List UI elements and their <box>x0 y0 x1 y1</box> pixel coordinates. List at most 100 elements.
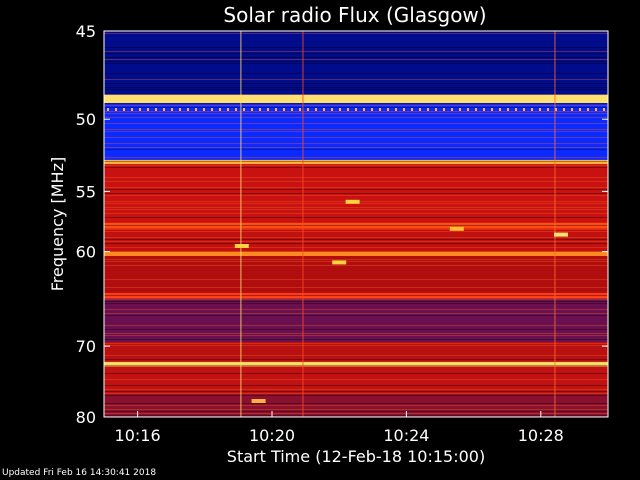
x-axis: 10:16 10:20 10:24 10:28 <box>115 411 564 445</box>
texture-line <box>104 209 608 210</box>
marker-dot <box>395 108 397 111</box>
band-2 <box>104 103 608 160</box>
texture-line <box>104 365 608 366</box>
texture-line <box>104 79 608 80</box>
texture-line <box>104 345 608 346</box>
texture-line <box>104 241 608 242</box>
marker-dot <box>371 108 373 111</box>
texture-line <box>104 295 608 296</box>
texture-line <box>104 149 608 150</box>
burst-5 <box>234 244 249 248</box>
marker-dot <box>507 108 509 111</box>
marker-dot <box>459 108 461 111</box>
band-5 <box>104 222 608 229</box>
texture-line <box>104 51 608 52</box>
texture-line <box>104 373 608 374</box>
x-tick-label: 10:16 <box>115 426 161 445</box>
marker-dot <box>435 108 437 111</box>
texture-line <box>104 73 608 74</box>
marker-dots <box>107 108 605 111</box>
interference-line <box>302 31 304 417</box>
burst-2 <box>449 226 464 231</box>
texture-line <box>104 63 608 64</box>
texture-line <box>104 247 608 248</box>
marker-dot <box>427 108 429 111</box>
marker-dot <box>475 108 477 111</box>
marker-dot <box>323 108 325 111</box>
marker-dot <box>539 108 541 111</box>
texture-line <box>104 325 608 326</box>
band-9 <box>104 292 608 299</box>
marker-dot <box>283 108 285 111</box>
marker-dot <box>315 108 317 111</box>
chart-title: Solar radio Flux (Glasgow) <box>223 3 486 27</box>
marker-dot <box>347 108 349 111</box>
texture-line <box>104 359 608 360</box>
y-tick-label: 45 <box>76 22 96 41</box>
marker-dot <box>291 108 293 111</box>
band-6 <box>104 228 608 252</box>
band-14 <box>104 394 608 417</box>
texture-line <box>104 111 608 112</box>
texture-line <box>104 379 608 380</box>
texture-line <box>104 107 608 108</box>
texture-line <box>104 301 608 302</box>
marker-dot <box>235 108 237 111</box>
x-tick-label: 10:28 <box>518 426 564 445</box>
marker-dot <box>451 108 453 111</box>
band-3 <box>104 159 608 165</box>
y-tick-label: 70 <box>76 337 96 356</box>
texture-line <box>104 309 608 310</box>
band-1 <box>104 94 608 104</box>
texture-line <box>104 207 608 208</box>
texture-line <box>104 261 608 262</box>
texture-line <box>104 287 608 288</box>
texture-line <box>104 161 608 162</box>
texture-line <box>104 117 608 118</box>
texture-line <box>104 123 608 124</box>
marker-dot <box>499 108 501 111</box>
texture-line <box>104 405 608 406</box>
y-tick-label: 60 <box>76 243 96 262</box>
marker-dot <box>211 108 213 111</box>
texture-line <box>104 187 608 188</box>
y-tick-label: 80 <box>76 408 96 427</box>
texture-line <box>104 389 608 390</box>
marker-dot <box>187 108 189 111</box>
marker-dot <box>219 108 221 111</box>
texture-line <box>104 335 608 336</box>
texture-line <box>104 303 608 304</box>
x-axis-label: Start Time (12-Feb-18 10:15:00) <box>227 447 485 466</box>
texture-line <box>104 265 608 266</box>
texture-line <box>104 299 608 300</box>
band-4 <box>104 164 608 223</box>
texture-line <box>104 395 608 396</box>
texture-line <box>104 181 608 182</box>
burst-4 <box>554 232 568 237</box>
band-10 <box>104 298 608 342</box>
texture-line <box>104 415 608 416</box>
texture-line <box>104 189 608 190</box>
marker-dot <box>163 108 165 111</box>
texture-line <box>104 409 608 410</box>
marker-dot <box>355 108 357 111</box>
marker-dot <box>179 108 181 111</box>
x-tick-label: 10:24 <box>383 426 429 445</box>
marker-dot <box>603 108 605 111</box>
texture-line <box>104 165 608 166</box>
texture-line <box>104 243 608 244</box>
x-tick-label: 10:20 <box>249 426 295 445</box>
texture-line <box>104 413 608 414</box>
marker-dot <box>363 108 365 111</box>
texture-line <box>104 177 608 178</box>
texture-line <box>104 57 608 58</box>
texture-line <box>104 61 608 62</box>
texture-line <box>104 53 608 54</box>
marker-dot <box>307 108 309 111</box>
marker-dot <box>443 108 445 111</box>
marker-dot <box>411 108 413 111</box>
texture-line <box>104 315 608 316</box>
interference-line <box>240 31 242 417</box>
marker-dot <box>203 108 205 111</box>
